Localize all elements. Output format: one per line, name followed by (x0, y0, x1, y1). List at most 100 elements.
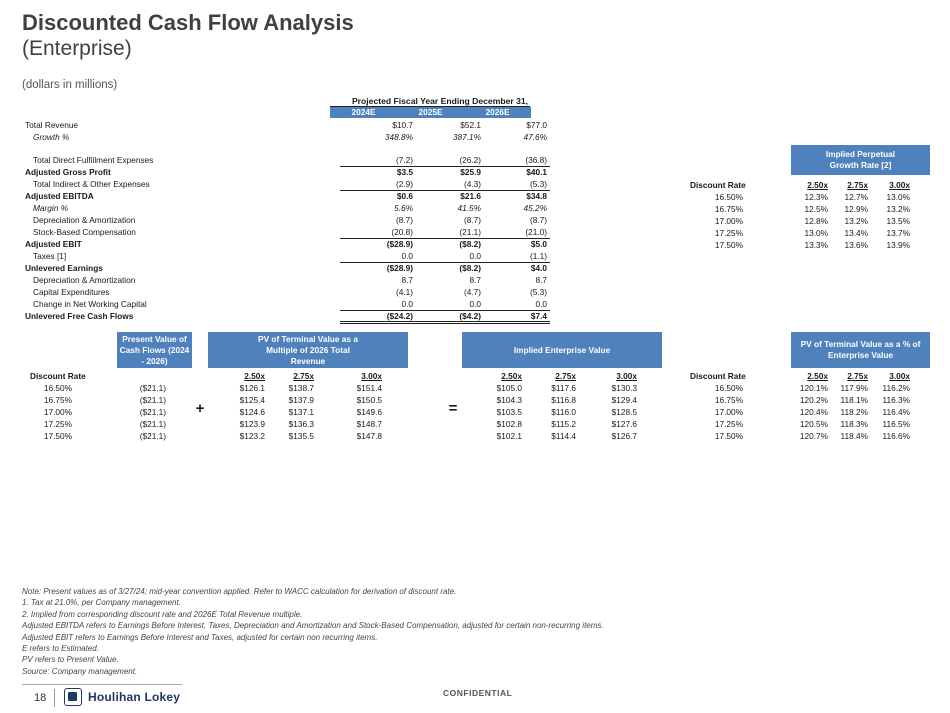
pct-value: 120.7% (799, 431, 828, 441)
subtotal-rule (340, 190, 550, 191)
row-value: $7.4 (530, 311, 547, 321)
tv-multiple: 2.75x (293, 371, 314, 381)
row-value: 0.0 (535, 299, 547, 309)
ev-multiple: 2.50x (501, 371, 522, 381)
row-value: (36.8) (525, 155, 547, 165)
pct-value: 120.1% (799, 383, 828, 393)
row-value: (4.7) (463, 287, 481, 297)
growth-discount-label: Discount Rate (690, 180, 746, 190)
projection-header: Projected Fiscal Year Ending December 31… (351, 96, 529, 106)
pct-discount-label: Discount Rate (690, 371, 746, 381)
pct-value: 120.4% (799, 407, 828, 417)
row-label: Adjusted EBIT (25, 239, 82, 249)
row-value: $0.6 (396, 191, 413, 201)
pv-cash-flow: ($21.1) (139, 431, 166, 441)
pv-cash-flow: ($21.1) (139, 407, 166, 417)
ev-value: $102.1 (496, 431, 522, 441)
subtotal-rule (340, 238, 550, 239)
row-label: Depreciation & Amortization (33, 215, 136, 225)
ev-value: $127.6 (611, 419, 637, 429)
row-value: ($24.2) (386, 311, 413, 321)
growth-value: 12.5% (804, 204, 828, 214)
row-label: Change in Net Working Capital (33, 299, 147, 309)
year-2026e: 2026E (485, 107, 510, 117)
growth-multiple: 2.50x (807, 180, 828, 190)
pct-value: 118.2% (840, 407, 868, 417)
row-value: 47.6% (523, 132, 547, 142)
row-label: Unlevered Earnings (25, 263, 103, 273)
row-value: $21.6 (460, 191, 481, 201)
pct-value: 120.5% (799, 419, 828, 429)
ev-multiple: 2.75x (555, 371, 576, 381)
bottom-rate: 17.50% (43, 431, 72, 441)
pv-tv-value: $148.7 (356, 419, 382, 429)
growth-value: 13.9% (886, 240, 910, 250)
pct-rate: 17.50% (714, 431, 743, 441)
pct-value: 116.2% (882, 383, 910, 393)
ev-value: $115.2 (551, 419, 576, 429)
ev-multiple: 3.00x (616, 371, 637, 381)
pv-tv-value: $138.7 (288, 383, 314, 393)
row-value: $77.0 (526, 120, 547, 130)
total-rule (340, 321, 550, 324)
bottom-rate: 16.50% (43, 383, 72, 393)
page-number: 18 (34, 692, 47, 704)
row-value: (4.3) (463, 179, 481, 189)
row-value: (5.3) (529, 179, 547, 189)
pct-value: 120.2% (799, 395, 828, 405)
ev-value: $114.4 (551, 431, 576, 441)
subtotal-rule (340, 310, 550, 311)
pv-tv-value: $123.2 (239, 431, 265, 441)
growth-value: 13.5% (886, 216, 910, 226)
row-value: $10.7 (392, 120, 413, 130)
row-label: Stock-Based Compensation (33, 227, 136, 237)
pv-tv-value: $150.5 (356, 395, 382, 405)
row-value: (8.7) (395, 215, 413, 225)
footnote-line: Adjusted EBITDA refers to Earnings Befor… (22, 621, 604, 631)
growth-value: 13.0% (886, 192, 910, 202)
implied-ev-header: Implied Enterprise Value (462, 332, 662, 368)
row-value: 8.7 (535, 275, 547, 285)
ev-value: $104.3 (496, 395, 522, 405)
growth-rate: 17.00% (714, 216, 743, 226)
row-value: 8.7 (401, 275, 413, 285)
bottom-discount-label: Discount Rate (30, 371, 86, 381)
row-value: ($28.9) (386, 239, 413, 249)
pv-tv-value: $123.9 (239, 419, 265, 429)
company-logo: Houlihan Lokey (64, 688, 180, 706)
footnote-line: Adjusted EBIT refers to Earnings Before … (22, 632, 378, 642)
pv-cash-flow: ($21.1) (139, 419, 166, 429)
pv-cash-flow: ($21.1) (139, 383, 166, 393)
row-label: Adjusted EBITDA (25, 191, 94, 201)
pct-value: 118.4% (840, 431, 868, 441)
pct-multiple: 2.50x (807, 371, 828, 381)
footnote-line: E refers to Estimated. (22, 644, 99, 654)
pv-tv-value: $137.9 (288, 395, 314, 405)
growth-multiple: 3.00x (889, 180, 910, 190)
row-value: (26.2) (459, 155, 481, 165)
footer-separator (54, 689, 55, 707)
row-value: (4.1) (395, 287, 413, 297)
plus-sign: + (195, 400, 205, 417)
ev-value: $129.4 (611, 395, 637, 405)
units-label: (dollars in millions) (22, 79, 118, 91)
row-value: $3.5 (396, 167, 413, 177)
row-value: (21.1) (459, 227, 481, 237)
row-value: 0.0 (401, 251, 413, 261)
tv-multiple: 3.00x (361, 371, 382, 381)
pct-value: 118.1% (840, 395, 868, 405)
ev-value: $117.6 (551, 383, 576, 393)
row-value: (8.7) (463, 215, 481, 225)
growth-value: 13.2% (844, 216, 868, 226)
growth-rate-header: Implied Perpetual Growth Rate [2] (791, 145, 930, 175)
row-label: Margin % (33, 203, 69, 213)
pct-multiple: 2.75x (847, 371, 868, 381)
logo-text: Houlihan Lokey (88, 690, 181, 704)
growth-value: 13.3% (804, 240, 828, 250)
pct-value: 116.6% (882, 431, 910, 441)
pv-tv-value: $135.5 (288, 431, 314, 441)
subtotal-rule (340, 262, 550, 263)
bottom-rate: 17.25% (43, 419, 72, 429)
subtotal-rule (340, 166, 550, 167)
pct-multiple: 3.00x (889, 371, 910, 381)
